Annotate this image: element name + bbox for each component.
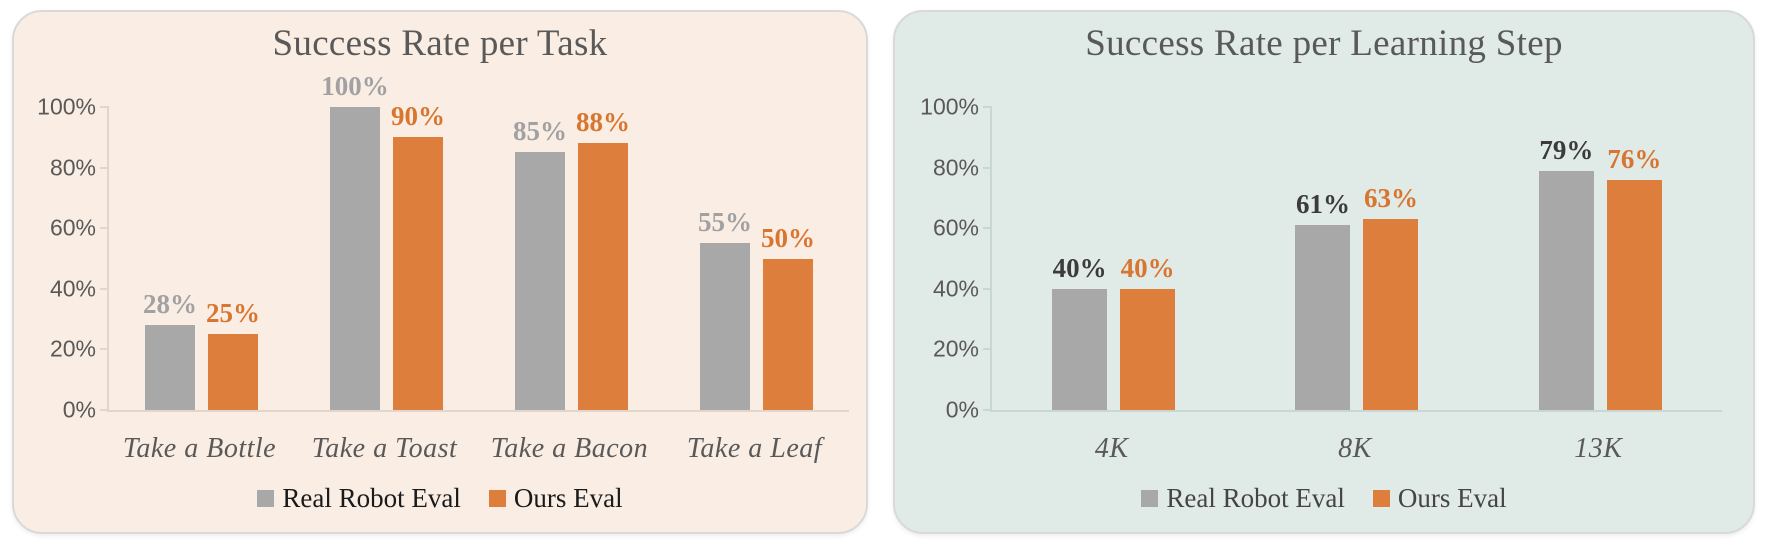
legend-swatch-ours-eval xyxy=(1372,489,1390,507)
category-label: Take a Bacon xyxy=(490,433,649,464)
bar-value-label: 55% xyxy=(698,207,752,238)
y-axis-tick xyxy=(100,227,109,230)
legend-label: Real Robot Eval xyxy=(1166,483,1345,513)
y-axis-tick-label: 60% xyxy=(932,214,979,241)
bar-group-take-a-toast: 100% 90% xyxy=(294,73,479,410)
y-axis-tick xyxy=(100,348,109,351)
y-axis-tick-label: 0% xyxy=(945,396,979,423)
legend-item-real-robot-eval: Real Robot Eval xyxy=(257,482,461,514)
legend-item-real-robot-eval: Real Robot Eval xyxy=(1141,482,1345,514)
bar-ours-eval: 90% xyxy=(391,103,445,410)
y-axis-tick xyxy=(983,227,992,230)
bar-value-label: 61% xyxy=(1295,189,1350,220)
y-axis-tick-label: 100% xyxy=(920,93,979,120)
y-axis-tick xyxy=(100,409,109,411)
bar-group-take-a-leaf: 55% 50% xyxy=(664,107,849,410)
y-axis-tick xyxy=(100,106,109,108)
bar-real-robot-eval: 40% xyxy=(1052,254,1108,410)
bar-value-label: 25% xyxy=(206,298,260,329)
y-axis-tick xyxy=(100,166,109,169)
category-label: Take a Leaf xyxy=(686,433,823,464)
bar-value-label: 40% xyxy=(1052,252,1107,283)
legend-label: Ours Eval xyxy=(1397,483,1507,513)
bar-value-label: 85% xyxy=(513,116,567,147)
bar-value-label: 40% xyxy=(1120,252,1175,283)
y-axis-tick-label: 40% xyxy=(49,275,96,302)
y-axis-tick-label: 100% xyxy=(37,93,96,120)
category-axis: Take a Bottle Take a Toast Take a Bacon Tak… xyxy=(107,433,847,465)
category-axis: 4K 8K 13K xyxy=(990,433,1720,465)
bar-real-robot-eval: 79% xyxy=(1538,136,1594,410)
category-label: 13K xyxy=(1574,433,1623,464)
legend-swatch-real-robot-eval xyxy=(257,489,275,507)
bar-group-13k: 79% 76% xyxy=(1479,107,1722,410)
bar-value-label: 50% xyxy=(761,222,815,253)
bar-real-robot-eval: 61% xyxy=(1295,191,1351,410)
y-axis-tick xyxy=(983,287,992,290)
learning-step-chart-panel: Success Rate per Learning Step 40% 40% 61%… xyxy=(893,10,1755,534)
category-label: 4K xyxy=(1094,433,1129,464)
bar-value-label: 28% xyxy=(143,289,197,320)
chart-title: Success Rate per Task xyxy=(272,23,608,64)
y-axis-tick-label: 60% xyxy=(49,214,96,241)
plot-area: 40% 40% 61% 63% 79% 76% 0% 20% 40% 60% 80% 100% xyxy=(920,95,1722,421)
bars-container: 40% 40% 61% 63% 79% 76% xyxy=(992,107,1722,410)
y-axis-tick-label: 20% xyxy=(932,335,979,362)
bar-group-8k: 61% 63% xyxy=(1235,107,1478,410)
bar-value-label: 88% xyxy=(576,107,630,138)
bar-group-4k: 40% 40% xyxy=(992,107,1235,410)
plot-area: 28% 25% 100% 90% 85% 88% 55% 50% 0% 20% 40% 60% 80%… xyxy=(37,73,849,421)
legend-swatch-real-robot-eval xyxy=(1141,489,1159,507)
y-axis-tick-label: 20% xyxy=(49,335,96,362)
y-axis-tick xyxy=(983,409,992,411)
bar-value-label: 79% xyxy=(1539,134,1594,165)
legend-swatch-ours-eval xyxy=(488,489,506,507)
bar-ours-eval: 40% xyxy=(1120,254,1176,410)
bar-ours-eval: 25% xyxy=(206,300,260,410)
y-axis-tick-label: 80% xyxy=(932,154,979,181)
bar-group-take-a-bottle: 28% 25% xyxy=(109,107,294,410)
bar-value-label: 76% xyxy=(1607,143,1662,174)
task-chart-panel: Success Rate per Task 28% 25% 100% 90% 85% 88… xyxy=(12,10,868,534)
bar-real-robot-eval: 85% xyxy=(513,118,567,410)
y-axis-tick xyxy=(983,348,992,351)
legend: Real Robot Eval Ours Eval xyxy=(895,482,1753,514)
legend-label: Ours Eval xyxy=(513,483,623,513)
bar-value-label: 63% xyxy=(1363,183,1418,214)
y-axis-tick xyxy=(100,287,109,290)
category-label: Take a Bottle xyxy=(122,433,277,464)
bar-value-label: 100% xyxy=(321,71,389,101)
y-axis-tick-label: 40% xyxy=(932,275,979,302)
y-axis-tick-label: 0% xyxy=(62,396,96,423)
legend-item-ours-eval: Ours Eval xyxy=(1372,482,1507,514)
bar-real-robot-eval: 100% xyxy=(321,73,389,410)
y-axis-tick-label: 80% xyxy=(49,154,96,181)
chart-title: Success Rate per Learning Step xyxy=(1085,23,1563,64)
bar-group-take-a-bacon: 85% 88% xyxy=(479,107,664,410)
legend-label: Real Robot Eval xyxy=(282,483,461,513)
bar-ours-eval: 76% xyxy=(1606,145,1662,410)
bar-ours-eval: 88% xyxy=(576,109,630,410)
category-label: Take a Toast xyxy=(311,433,458,464)
y-axis-tick xyxy=(983,166,992,169)
legend-item-ours-eval: Ours Eval xyxy=(488,482,623,514)
bar-real-robot-eval: 28% xyxy=(143,291,197,410)
y-axis-tick xyxy=(983,106,992,108)
bar-value-label: 90% xyxy=(391,101,445,132)
bar-ours-eval: 63% xyxy=(1363,185,1419,410)
bars-container: 28% 25% 100% 90% 85% 88% 55% 50% xyxy=(109,73,849,410)
category-label: 8K xyxy=(1338,433,1372,464)
bar-real-robot-eval: 55% xyxy=(698,209,752,410)
legend: Real Robot Eval Ours Eval xyxy=(14,482,866,514)
bar-ours-eval: 50% xyxy=(761,224,815,410)
